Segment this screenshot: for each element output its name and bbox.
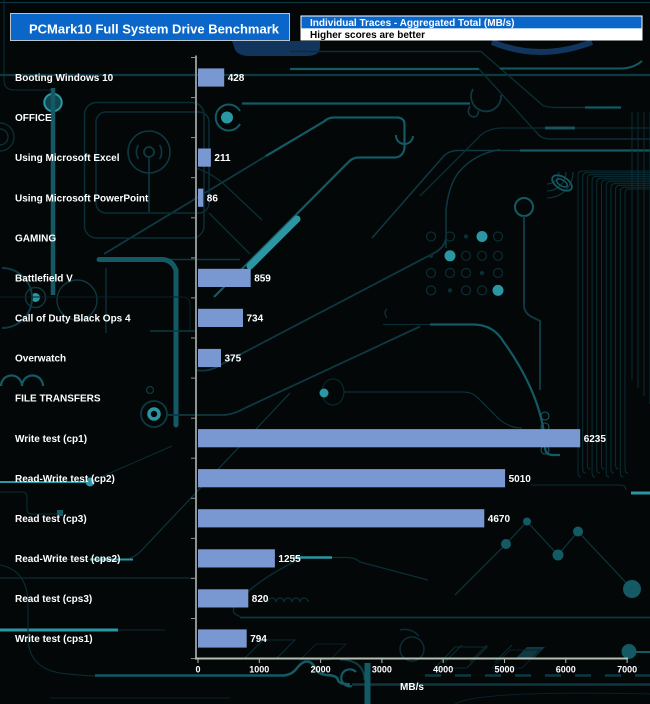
svg-text:6235: 6235 <box>584 434 607 445</box>
svg-text:MB/s: MB/s <box>400 682 424 693</box>
svg-text:GAMING: GAMING <box>15 233 56 244</box>
svg-text:PCMark10 Full System Drive Ben: PCMark10 Full System Drive Benchmark <box>29 22 280 37</box>
svg-text:4670: 4670 <box>488 514 511 525</box>
svg-text:6000: 6000 <box>556 665 576 675</box>
svg-text:Write test (cps1): Write test (cps1) <box>15 634 93 645</box>
svg-text:Battlefield V: Battlefield V <box>15 274 73 285</box>
svg-text:5000: 5000 <box>494 665 514 675</box>
svg-text:375: 375 <box>225 354 242 365</box>
svg-text:Read-Write test (cps2): Read-Write test (cps2) <box>15 554 120 565</box>
svg-text:211: 211 <box>214 153 231 164</box>
svg-text:Write test (cp1): Write test (cp1) <box>15 434 87 445</box>
svg-text:Call of Duty Black Ops 4: Call of Duty Black Ops 4 <box>15 314 131 325</box>
svg-text:Higher scores are better: Higher scores are better <box>310 30 425 41</box>
svg-text:5010: 5010 <box>509 474 532 485</box>
svg-text:Individual Traces - Aggregated: Individual Traces - Aggregated Total (MB… <box>310 18 514 29</box>
svg-text:1255: 1255 <box>278 554 301 565</box>
svg-text:7000: 7000 <box>617 665 637 675</box>
svg-text:Using Microsoft Excel: Using Microsoft Excel <box>15 153 120 164</box>
svg-text:859: 859 <box>254 274 271 285</box>
svg-text:86: 86 <box>207 193 219 204</box>
svg-text:734: 734 <box>247 314 264 325</box>
svg-text:Overwatch: Overwatch <box>15 354 66 365</box>
svg-text:4000: 4000 <box>433 665 453 675</box>
svg-text:2000: 2000 <box>311 665 331 675</box>
svg-text:1000: 1000 <box>249 665 269 675</box>
svg-text:794: 794 <box>250 634 267 645</box>
svg-text:0: 0 <box>195 665 200 675</box>
svg-text:Read test (cp3): Read test (cp3) <box>15 514 87 525</box>
svg-text:FILE TRANSFERS: FILE TRANSFERS <box>15 394 101 405</box>
svg-text:820: 820 <box>252 594 269 605</box>
svg-text:Read-Write test (cp2): Read-Write test (cp2) <box>15 474 115 485</box>
svg-text:3000: 3000 <box>372 665 392 675</box>
svg-text:Booting Windows 10: Booting Windows 10 <box>15 73 114 84</box>
svg-text:OFFICE: OFFICE <box>15 113 52 124</box>
svg-text:Read test (cps3): Read test (cps3) <box>15 594 92 605</box>
svg-text:Using Microsoft PowerPoint: Using Microsoft PowerPoint <box>15 193 149 204</box>
svg-text:428: 428 <box>228 73 245 84</box>
